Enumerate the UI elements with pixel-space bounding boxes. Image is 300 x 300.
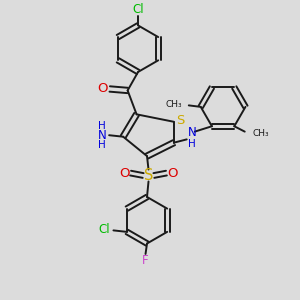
Text: Cl: Cl xyxy=(132,2,144,16)
Text: H: H xyxy=(98,121,106,131)
Text: S: S xyxy=(176,114,184,127)
Text: O: O xyxy=(119,167,129,180)
Text: H: H xyxy=(188,139,196,148)
Text: CH₃: CH₃ xyxy=(252,129,269,138)
Text: N: N xyxy=(98,129,106,142)
Text: N: N xyxy=(188,126,196,139)
Text: O: O xyxy=(168,167,178,180)
Text: CH₃: CH₃ xyxy=(166,100,182,109)
Text: H: H xyxy=(98,140,106,150)
Text: O: O xyxy=(97,82,107,95)
Text: Cl: Cl xyxy=(99,223,110,236)
Text: F: F xyxy=(142,254,149,267)
Text: S: S xyxy=(144,168,153,183)
